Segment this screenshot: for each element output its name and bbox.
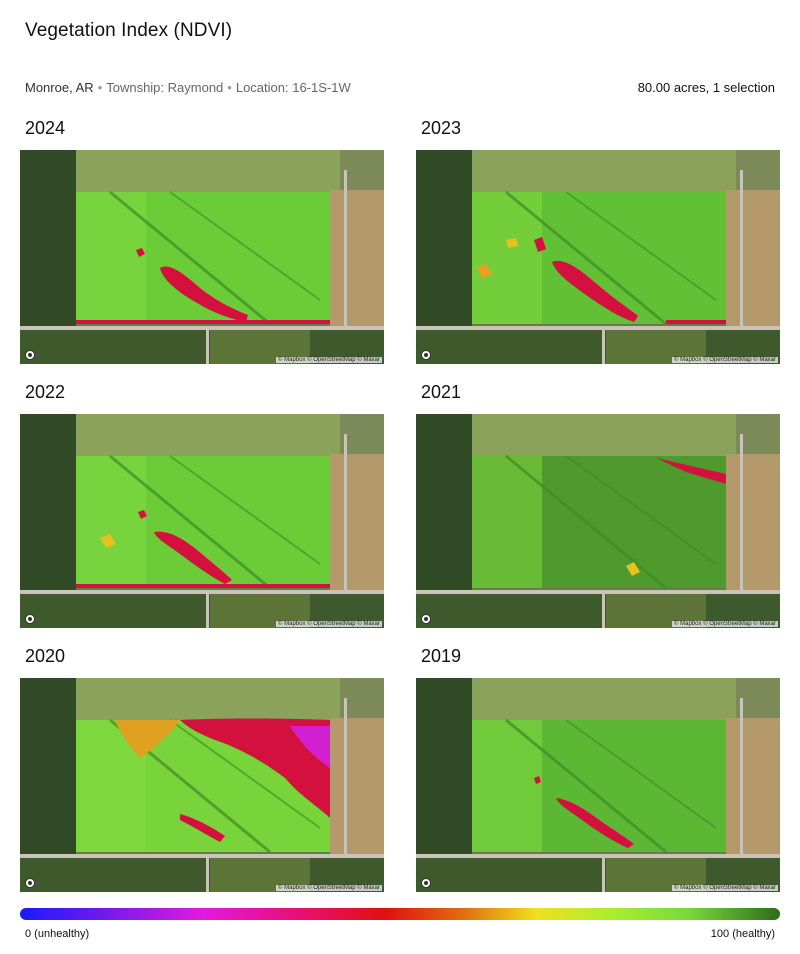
satellite-imagery	[416, 414, 780, 628]
year-label-2023: 2023	[421, 118, 462, 138]
location-township: Township: Raymond	[106, 80, 224, 95]
map-attribution[interactable]: © Mapbox © OpenStreetMap © Maxar	[276, 621, 382, 627]
satellite-imagery	[20, 678, 384, 892]
ndvi-map-2019[interactable]: © Mapbox © OpenStreetMap © Maxar	[416, 678, 780, 892]
selection-summary: 80.00 acres, 1 selection	[637, 80, 775, 95]
map-attribution[interactable]: © Mapbox © OpenStreetMap © Maxar	[672, 357, 778, 363]
location-section: Location: 16-1S-1W	[235, 80, 351, 95]
location-county: Monroe, AR	[25, 80, 94, 95]
mapbox-logo-icon[interactable]	[25, 614, 35, 624]
ndvi-map-2020[interactable]: © Mapbox © OpenStreetMap © Maxar	[20, 678, 384, 892]
map-attribution[interactable]: © Mapbox © OpenStreetMap © Maxar	[276, 357, 382, 363]
legend-low-label: 0 (unhealthy)	[25, 928, 90, 940]
satellite-imagery	[416, 678, 780, 892]
satellite-imagery	[20, 414, 384, 628]
year-label-2020: 2020	[25, 646, 66, 666]
mapbox-logo-icon[interactable]	[421, 350, 431, 360]
ndvi-map-2022[interactable]: © Mapbox © OpenStreetMap © Maxar	[20, 414, 384, 628]
mapbox-logo-icon[interactable]	[25, 350, 35, 360]
year-label-2022: 2022	[25, 382, 66, 402]
map-attribution[interactable]: © Mapbox © OpenStreetMap © Maxar	[672, 885, 778, 891]
map-attribution[interactable]: © Mapbox © OpenStreetMap © Maxar	[672, 621, 778, 627]
page-title: Vegetation Index (NDVI)	[25, 20, 233, 41]
satellite-imagery	[20, 150, 384, 364]
ndvi-map-2021[interactable]: © Mapbox © OpenStreetMap © Maxar	[416, 414, 780, 628]
legend-high-label: 100 (healthy)	[710, 928, 775, 940]
map-attribution[interactable]: © Mapbox © OpenStreetMap © Maxar	[276, 885, 382, 891]
mapbox-logo-icon[interactable]	[25, 878, 35, 888]
year-label-2024: 2024	[25, 118, 66, 138]
separator-dot: •	[227, 80, 232, 95]
mapbox-logo-icon[interactable]	[421, 878, 431, 888]
ndvi-color-scale	[20, 908, 780, 920]
location-breadcrumb: Monroe, AR • Township: Raymond • Location: 1…	[25, 80, 351, 95]
year-label-2021: 2021	[421, 382, 462, 402]
ndvi-map-2023[interactable]: © Mapbox © OpenStreetMap © Maxar	[416, 150, 780, 364]
mapbox-logo-icon[interactable]	[421, 614, 431, 624]
satellite-imagery	[416, 150, 780, 364]
ndvi-map-2024[interactable]: © Mapbox © OpenStreetMap © Maxar	[20, 150, 384, 364]
year-label-2019: 2019	[421, 646, 462, 666]
separator-dot: •	[97, 80, 103, 95]
